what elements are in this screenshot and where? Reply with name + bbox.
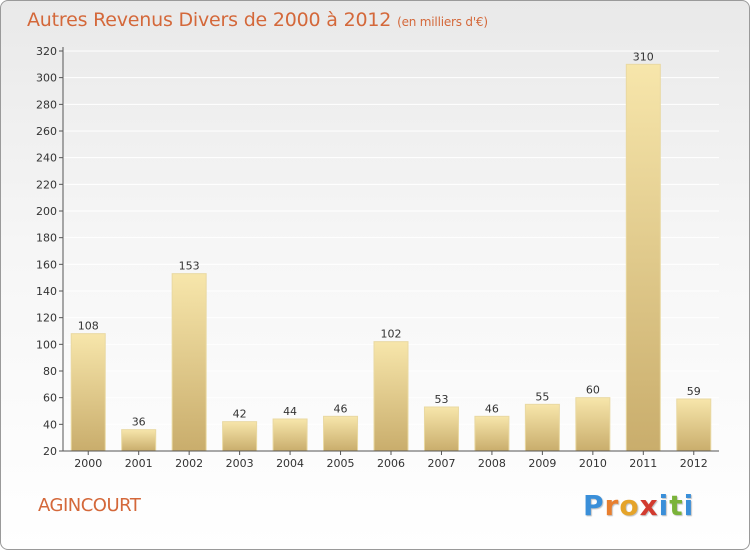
bar [474,415,510,452]
logo-letter: o [619,489,640,522]
logo-letter: x [639,489,659,522]
x-tick-label: 2003 [226,457,254,470]
y-tick-label: 240 [36,152,57,165]
data-label: 108 [78,320,99,333]
y-tick-label: 320 [36,45,57,58]
bar [676,398,712,452]
x-tick-label: 2010 [579,457,607,470]
logo-letter: i [683,489,695,522]
y-tick-label: 180 [36,232,57,245]
x-tick-label: 2005 [327,457,355,470]
x-tick-label: 2007 [427,457,455,470]
bar [373,341,409,452]
bar [121,429,157,452]
chart-title: Autres Revenus Divers de 2000 à 2012 (en … [27,9,488,31]
x-tick-label: 2006 [377,457,405,470]
x-tick-label: 2012 [680,457,708,470]
y-tick-label: 200 [36,205,57,218]
bar [171,273,207,452]
x-tick-label: 2011 [629,457,657,470]
y-tick-label: 120 [36,312,57,325]
data-label: 310 [633,50,654,63]
x-tick-label: 2001 [125,457,153,470]
x-tick-label: 2009 [528,457,556,470]
y-tick-label: 220 [36,178,57,191]
bar [524,403,560,452]
bar [222,421,258,452]
logo-letter: t [669,489,684,522]
bar [323,415,359,452]
y-tick-label: 60 [43,392,57,405]
logo-letter: P [583,489,605,522]
y-tick-label: 140 [36,285,57,298]
data-label: 55 [535,390,549,403]
data-labels: 108 36 153 42 44 46 102 53 46 55 60 310 59 [78,50,701,428]
bar [575,397,611,452]
data-label: 44 [283,405,297,418]
y-tick-label: 160 [36,258,57,271]
data-label: 46 [485,402,499,415]
logo-letter: i [658,489,670,522]
x-tick-label: 2008 [478,457,506,470]
y-tick-label: 100 [36,338,57,351]
y-tick-label: 260 [36,125,57,138]
data-label: 60 [586,384,600,397]
chart-subtitle: (en milliers d'€) [397,15,488,29]
bar [70,333,106,452]
x-tick-label: 2000 [74,457,102,470]
x-axis-ticks: 2000 2001 2002 2003 2004 2005 2006 2007 2008 2009… [74,451,708,470]
bar [625,63,661,452]
data-label: 36 [132,416,146,429]
title-text: Autres Revenus Divers de 2000 à 2012 [27,9,392,31]
y-tick-label: 20 [43,445,57,458]
data-label: 53 [434,393,448,406]
commune-name: AGINCOURT [38,495,141,516]
bars [70,63,712,452]
data-label: 46 [334,402,348,415]
data-label: 42 [233,408,247,421]
y-axis-ticks: 20 40 60 80 100 120 140 160 180 200 220 240 260 280 30… [36,45,63,458]
data-label: 102 [381,328,402,341]
bar [423,406,459,452]
logo-letter: r [604,489,620,522]
y-tick-label: 300 [36,72,57,85]
y-tick-label: 80 [43,365,57,378]
proxiti-logo: Proxiti [583,489,694,522]
y-tick-label: 280 [36,98,57,111]
x-tick-label: 2002 [175,457,203,470]
data-label: 153 [179,260,200,273]
data-label: 59 [687,385,701,398]
y-tick-label: 40 [43,418,57,431]
bar [272,418,308,452]
x-tick-label: 2004 [276,457,304,470]
